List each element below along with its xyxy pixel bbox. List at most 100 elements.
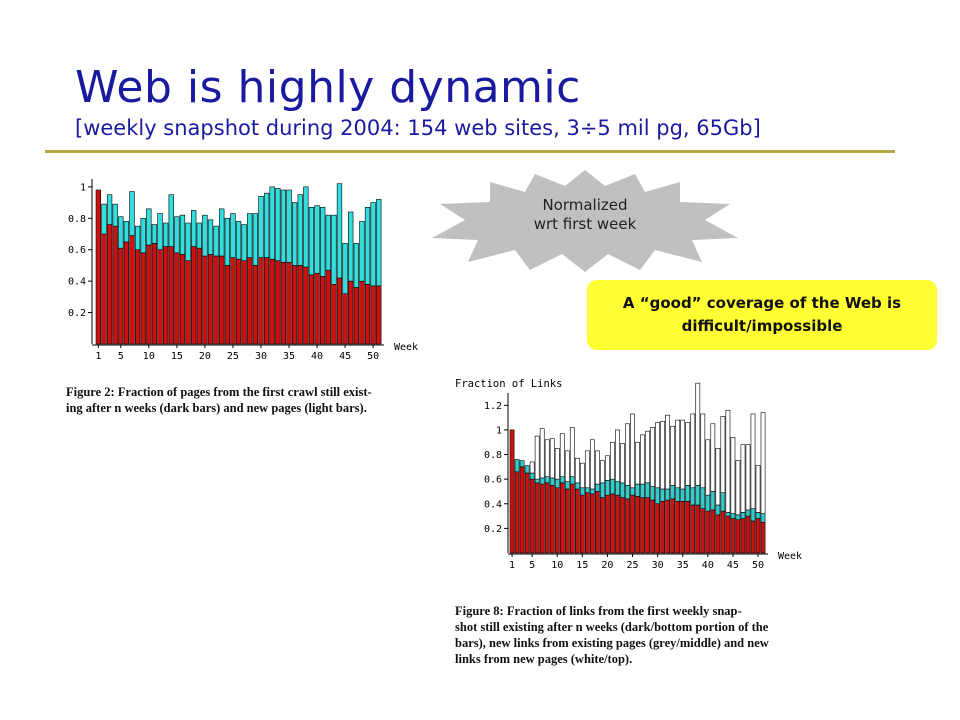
bar-segment (705, 510, 711, 554)
bar-segment (524, 465, 530, 474)
bar-segment (202, 255, 208, 345)
bar-segment (168, 246, 174, 345)
bar-segment (146, 208, 152, 246)
bar-segment (364, 283, 371, 345)
bar-segment (123, 241, 130, 345)
callout-line-2: difficult/impossible (681, 317, 843, 335)
bar-segment (534, 435, 540, 480)
bar-segment (620, 482, 625, 498)
x-tick-label: 30 (652, 560, 664, 571)
bar-segment (700, 413, 706, 489)
bar-segment (275, 188, 281, 262)
bar-segment (630, 487, 635, 496)
bar-segment (700, 508, 706, 554)
bar-segment (303, 266, 309, 345)
bar-segment (320, 206, 326, 277)
bar-segment (314, 205, 320, 274)
bar-segment (336, 277, 343, 345)
bar-segment (112, 203, 118, 227)
bar-segment (710, 491, 716, 511)
bar-segment (308, 206, 315, 276)
bar-segment (549, 477, 555, 486)
bar-segment (605, 455, 610, 481)
bar-segment (720, 416, 726, 493)
bar-segment (750, 508, 756, 522)
bar-segment (730, 513, 736, 519)
bar-segment (680, 488, 686, 502)
bar-segment (579, 494, 585, 554)
bar-segment (635, 483, 640, 497)
y-tick-label: 0.6 (68, 245, 86, 256)
bar-segment (685, 485, 691, 502)
bar-segment (297, 265, 303, 345)
bar-segment (615, 429, 620, 482)
bar-segment (325, 269, 331, 345)
bar-segment (574, 488, 580, 554)
x-tick-label: 1 (509, 560, 515, 571)
x-tick-label: 40 (702, 560, 714, 571)
bar-segment (174, 216, 180, 254)
bar-segment (705, 439, 711, 496)
bar-segment (695, 485, 701, 506)
x-tick-label: 45 (339, 351, 351, 362)
bar-segment (735, 460, 741, 516)
bar-segment (630, 494, 635, 554)
bar-segment (690, 504, 696, 554)
bar-segment (650, 499, 655, 554)
bar-segment (615, 494, 620, 554)
bar-segment (224, 265, 230, 345)
x-tick-label: 25 (627, 560, 639, 571)
y-tick-label: 0.4 (484, 499, 502, 510)
bar-segment (610, 441, 615, 480)
bar-segment (710, 423, 716, 492)
bar-segment (549, 485, 555, 554)
normalized-burst: Normalized wrt first week (430, 168, 740, 273)
bar-segment (280, 189, 287, 263)
bar-segment (605, 494, 610, 554)
bar-segment (564, 450, 570, 482)
bar-segment (655, 487, 660, 505)
bar-segment (179, 254, 186, 345)
bar-segment (715, 504, 721, 516)
bar-segment (564, 488, 570, 554)
bar-segment (655, 422, 660, 489)
bar-segment (600, 482, 605, 498)
y-tick-label: 0.2 (68, 308, 86, 319)
bar-segment (539, 477, 545, 485)
bar-segment (157, 213, 163, 251)
bar-segment (364, 206, 371, 285)
bar-segment (151, 243, 158, 345)
bar-segment (207, 254, 214, 345)
bar-segment (101, 233, 107, 345)
bar-segment (291, 265, 298, 345)
bar-segment (140, 217, 146, 254)
bar-segment (241, 260, 247, 345)
bar-segment (670, 485, 676, 500)
bar-segment (118, 247, 124, 345)
bar-segment (263, 192, 270, 258)
bar-segment (645, 430, 650, 484)
x-axis-label: Week (778, 551, 802, 562)
bar-segment (529, 478, 535, 554)
bar-segment (348, 211, 354, 282)
bar-segment (554, 478, 560, 489)
bar-segment (101, 203, 107, 235)
bar-segment (359, 221, 365, 282)
bar-segment (280, 261, 287, 345)
bar-segment (625, 485, 630, 500)
bar-segment (286, 261, 292, 345)
bar-segment (590, 439, 595, 490)
figure-8-caption-line-4: links from new pages (white/top). (455, 652, 633, 666)
bar-segment (269, 258, 275, 345)
bar-segment (730, 437, 736, 514)
bar-segment (675, 487, 681, 502)
bar-segment (230, 257, 236, 345)
bar-segment (559, 482, 565, 554)
bar-segment (544, 476, 550, 484)
bar-segment (241, 224, 247, 262)
x-tick-label: 35 (283, 351, 295, 362)
bar-segment (196, 222, 202, 249)
bar-segment (670, 498, 676, 554)
bar-segment (590, 493, 595, 554)
x-tick-label: 5 (118, 351, 124, 362)
